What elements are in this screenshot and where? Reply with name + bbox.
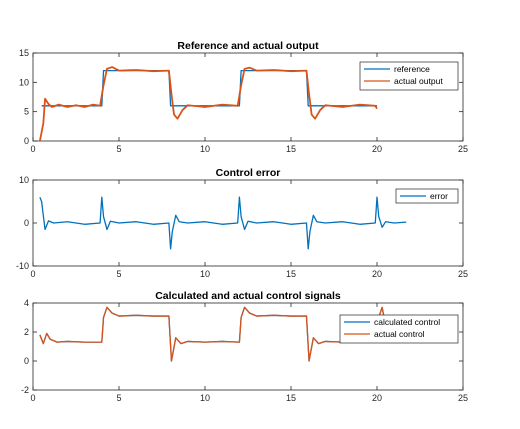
y-tick-label: 2: [24, 327, 29, 337]
x-tick-label: 0: [30, 269, 35, 279]
y-tick-label: 10: [19, 77, 29, 87]
x-tick-label: 10: [200, 144, 210, 154]
legend-entry: actual output: [394, 76, 443, 86]
subplot-3: Calculated and actual control signals 0 5 1…: [21, 290, 468, 403]
x-tick-label: 15: [286, 144, 296, 154]
legend-entry: calculated control: [374, 317, 440, 327]
series-line-actual-output: [38, 66, 378, 142]
subplot-1: Reference and actual output 0 5 10 15 20 25 0 5 1…: [19, 40, 468, 154]
x-tick-label: 5: [116, 393, 121, 403]
y-tick-label: 4: [24, 298, 29, 308]
subplot-title: Reference and actual output: [177, 40, 319, 52]
y-tick-label: -10: [16, 261, 29, 271]
x-tick-label: 25: [458, 144, 468, 154]
x-tick-label: 10: [200, 269, 210, 279]
x-tick-label: 20: [372, 144, 382, 154]
y-tick-label: 10: [19, 175, 29, 185]
legend-entry: actual control: [374, 329, 425, 339]
y-tick-label: 5: [24, 107, 29, 117]
subplot-title: Calculated and actual control signals: [155, 290, 341, 302]
x-tick-label: 20: [372, 269, 382, 279]
legend: error: [395, 188, 459, 204]
y-tick-label: 0: [24, 136, 29, 146]
y-tick-label: 15: [19, 48, 29, 58]
legend-entry: error: [430, 191, 448, 201]
y-tick-label: -2: [21, 385, 29, 395]
x-tick-label: 0: [30, 144, 35, 154]
x-tick-label: 10: [200, 393, 210, 403]
legend: reference actual output: [359, 61, 459, 91]
y-tick-label: 0: [24, 356, 29, 366]
subplot-title: Control error: [216, 167, 281, 179]
x-tick-label: 5: [116, 144, 121, 154]
legend-box: [359, 61, 459, 91]
x-tick-label: 25: [458, 393, 468, 403]
legend-entry: reference: [394, 64, 430, 74]
x-tick-label: 20: [372, 393, 382, 403]
y-tick-label: 0: [24, 218, 29, 228]
x-tick-label: 5: [116, 269, 121, 279]
x-tick-label: 15: [286, 269, 296, 279]
series-line-error: [39, 196, 407, 250]
x-tick-label: 15: [286, 393, 296, 403]
legend-box: [339, 314, 459, 344]
legend-box: [395, 188, 459, 204]
x-tick-label: 0: [30, 393, 35, 403]
legend: calculated control actual control: [339, 314, 459, 344]
x-tick-label: 25: [458, 269, 468, 279]
